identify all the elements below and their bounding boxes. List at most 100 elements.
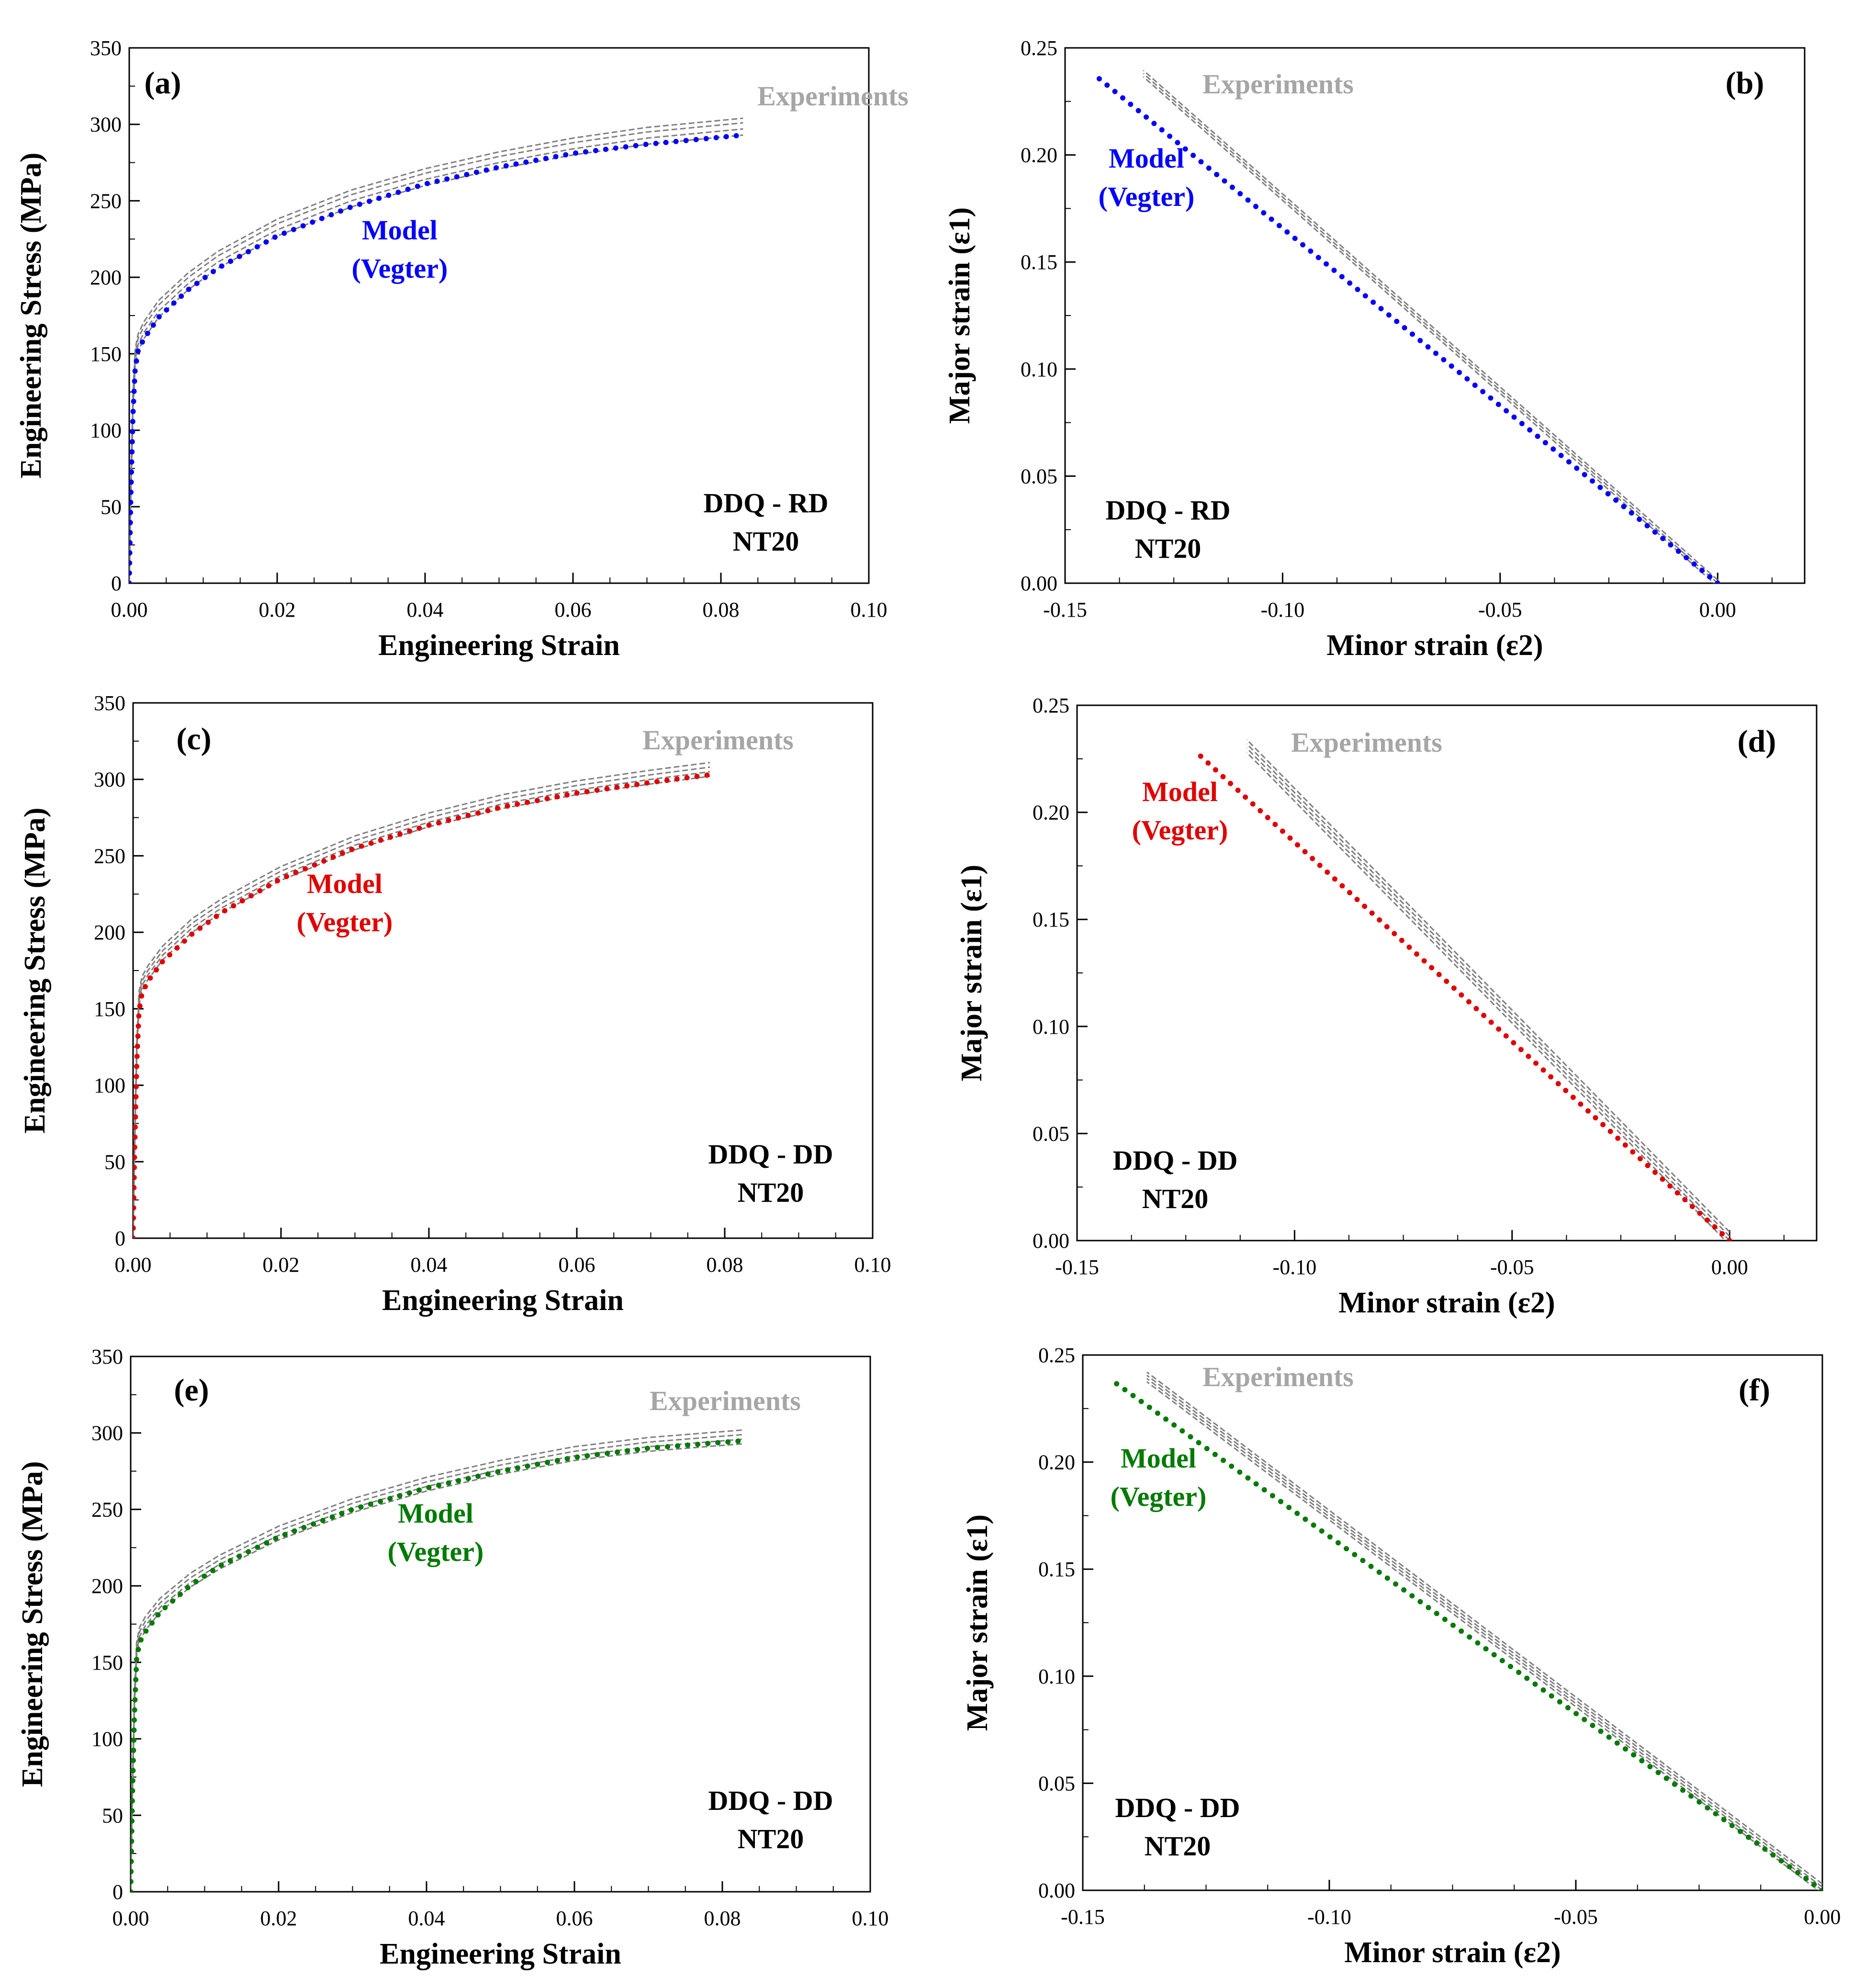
experiments-series-line bbox=[1146, 1381, 1819, 1890]
model-label: Model bbox=[362, 215, 438, 246]
y-tick-label: 0.10 bbox=[1038, 1665, 1075, 1688]
model-sublabel: (Vegter) bbox=[1099, 181, 1195, 212]
x-tick-label: -0.10 bbox=[1307, 1905, 1351, 1929]
x-tick-label: 0.10 bbox=[852, 1907, 889, 1930]
condition-label: DDQ - RD bbox=[1106, 495, 1231, 526]
y-tick-label: 300 bbox=[91, 1422, 123, 1445]
x-tick-label: 0.00 bbox=[115, 1253, 152, 1276]
y-tick-label: 200 bbox=[90, 266, 122, 289]
y-tick-label: 0.05 bbox=[1038, 1772, 1075, 1795]
model-series-dotted-line bbox=[1093, 73, 1720, 583]
experiments-label: Experiments bbox=[650, 1385, 801, 1416]
y-tick-label: 0.15 bbox=[1021, 250, 1057, 274]
panel-label: (d) bbox=[1738, 724, 1776, 759]
y-tick-label: 100 bbox=[91, 1728, 123, 1751]
experiments-series-line bbox=[1143, 69, 1718, 581]
y-tick-label: 0.10 bbox=[1021, 358, 1057, 381]
model-series-dotted-line bbox=[129, 132, 746, 583]
y-tick-label: 350 bbox=[90, 36, 122, 60]
x-tick-label: 0.00 bbox=[112, 1907, 149, 1930]
y-tick-label: 150 bbox=[94, 997, 125, 1021]
panel-e: 0 50 100 150 200 250 300 350 0.00 0.02 0.04 0.06 0.0… bbox=[16, 1345, 889, 1970]
panel-b: 0.00 0.05 0.10 0.15 0.20 0.25 -0.15 -0.10 -0.05 0… bbox=[943, 36, 1806, 662]
model-sublabel: (Vegter) bbox=[297, 906, 393, 938]
x-tick-label: 0.00 bbox=[1804, 1905, 1841, 1929]
x-tick-label: 0.02 bbox=[259, 598, 296, 621]
panel-label: (f) bbox=[1739, 1373, 1770, 1408]
y-axis-title: Engineering Stress (MPa) bbox=[15, 153, 47, 479]
experiments-series-line bbox=[129, 134, 743, 583]
specimen-label: NT20 bbox=[738, 1823, 804, 1854]
y-tick-label: 0.10 bbox=[1033, 1015, 1069, 1039]
x-tick-label: -0.05 bbox=[1554, 1905, 1598, 1929]
experiments-series-line bbox=[1146, 1371, 1822, 1885]
x-tick-label: 0.04 bbox=[407, 598, 444, 621]
experiments-series-line bbox=[133, 766, 710, 1238]
x-tick-label: -0.15 bbox=[1061, 1905, 1105, 1929]
experiments-label: Experiments bbox=[1202, 1361, 1354, 1392]
y-tick-label: 0.05 bbox=[1033, 1122, 1069, 1145]
model-label: Model bbox=[1109, 143, 1184, 174]
x-axis-title: Engineering Strain bbox=[382, 1284, 624, 1317]
x-axis-title: Engineering Strain bbox=[380, 1938, 621, 1970]
experiments-series-line bbox=[129, 122, 743, 583]
model-label: Model bbox=[1121, 1443, 1196, 1474]
experiments-series-line bbox=[1246, 743, 1730, 1237]
experiments-series-line bbox=[129, 128, 743, 583]
condition-label: DDQ - DD bbox=[1115, 1792, 1240, 1823]
y-axis-title: Major strain (ε1) bbox=[961, 1514, 994, 1731]
y-tick-label: 200 bbox=[91, 1574, 123, 1598]
x-tick-label: 0.08 bbox=[703, 598, 740, 621]
model-series-dotted-line bbox=[1110, 1378, 1822, 1890]
experiments-series-line bbox=[1146, 1375, 1822, 1888]
y-tick-label: 0.00 bbox=[1038, 1879, 1075, 1902]
y-tick-label: 250 bbox=[94, 844, 125, 868]
x-tick-label: 0.00 bbox=[1699, 598, 1736, 621]
y-tick-label: 200 bbox=[94, 921, 125, 944]
specimen-label: NT20 bbox=[738, 1177, 804, 1208]
experiments-label: Experiments bbox=[1291, 727, 1442, 758]
model-series-dotted-line bbox=[1196, 752, 1732, 1241]
condition-label: DDQ - DD bbox=[708, 1139, 833, 1170]
experiments-label: Experiments bbox=[642, 724, 794, 756]
y-tick-label: 350 bbox=[91, 1345, 123, 1368]
x-axis-title: Engineering Strain bbox=[378, 629, 620, 662]
model-sublabel: (Vegter) bbox=[1111, 1481, 1207, 1512]
x-tick-label: 0.04 bbox=[408, 1907, 445, 1930]
y-tick-label: 50 bbox=[101, 495, 122, 519]
x-axis-title: Minor strain (ε2) bbox=[1344, 1936, 1561, 1969]
y-tick-label: 150 bbox=[90, 342, 122, 366]
condition-label: DDQ - DD bbox=[1113, 1145, 1238, 1176]
panel-c: 0 50 100 150 200 250 300 350 0.00 0.02 0.04 0.06 0.0… bbox=[19, 691, 891, 1317]
y-axis-title: Major strain (ε1) bbox=[943, 207, 976, 424]
y-tick-label: 0 bbox=[112, 1880, 123, 1904]
panel-a: 0 50 100 150 200 250 300 350 0.00 0.02 0.04 0.06 0.0… bbox=[15, 36, 909, 662]
x-tick-label: -0.05 bbox=[1478, 598, 1522, 621]
panel-label: (c) bbox=[176, 722, 211, 757]
panel-f: 0.00 0.05 0.10 0.15 0.20 0.25 -0.15 -0.10 -0.05 0… bbox=[961, 1344, 1841, 1969]
y-axis-title: Major strain (ε1) bbox=[955, 865, 988, 1081]
model-sublabel: (Vegter) bbox=[1132, 814, 1228, 846]
panel-label: (e) bbox=[174, 1373, 209, 1408]
y-tick-label: 50 bbox=[102, 1804, 123, 1827]
x-tick-label: 0.00 bbox=[111, 598, 148, 621]
y-tick-label: 350 bbox=[94, 691, 125, 715]
x-axis-title: Minor strain (ε2) bbox=[1338, 1287, 1555, 1319]
specimen-label: NT20 bbox=[1145, 1830, 1211, 1862]
y-tick-label: 100 bbox=[94, 1074, 125, 1097]
y-tick-label: 0.25 bbox=[1038, 1344, 1075, 1367]
y-tick-label: 300 bbox=[90, 113, 122, 136]
x-tick-label: -0.10 bbox=[1273, 1255, 1317, 1279]
experiments-series-line bbox=[1246, 739, 1730, 1233]
model-sublabel: (Vegter) bbox=[352, 253, 448, 284]
y-tick-label: 0.15 bbox=[1038, 1558, 1075, 1581]
panel-label: (b) bbox=[1726, 66, 1764, 101]
model-series-dotted-line bbox=[133, 772, 713, 1238]
model-label: Model bbox=[307, 868, 382, 899]
x-tick-label: -0.10 bbox=[1261, 598, 1305, 621]
y-tick-label: 0.20 bbox=[1033, 801, 1069, 825]
y-tick-label: 50 bbox=[104, 1150, 125, 1174]
experiments-series-line bbox=[1246, 752, 1727, 1241]
experiments-series-line bbox=[133, 771, 710, 1238]
